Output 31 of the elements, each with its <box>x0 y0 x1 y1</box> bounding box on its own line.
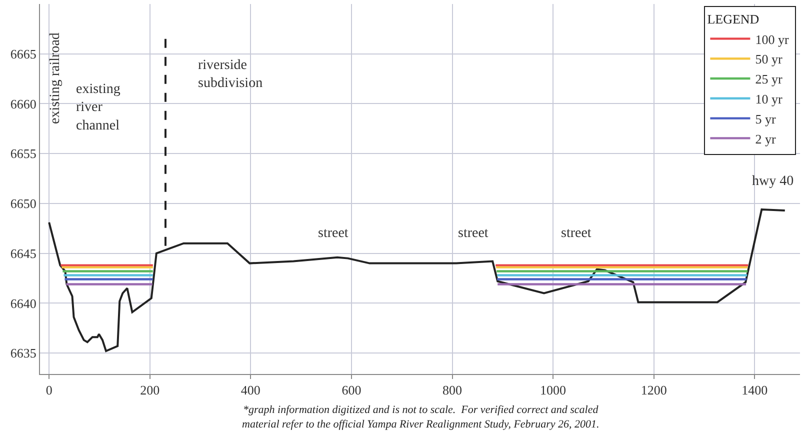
annotation: street <box>561 226 592 241</box>
x-tick-label: 1200 <box>640 382 667 398</box>
annotation: existing river channel <box>76 82 120 134</box>
y-tick-label: 6660 <box>10 96 36 112</box>
y-tick-label: 6640 <box>10 296 36 311</box>
legend-label: 50 yr <box>755 52 783 67</box>
y-tick-label: 6635 <box>10 346 36 361</box>
annotation: riverside subdivision <box>198 58 263 92</box>
legend-title: LEGEND <box>707 12 760 27</box>
x-tick-label: 600 <box>342 382 362 398</box>
legend-label: 25 yr <box>755 72 783 87</box>
legend-label: 10 yr <box>755 91 783 106</box>
y-tick-label: 6645 <box>10 246 36 261</box>
annotation: street <box>318 226 348 241</box>
legend-label: 2 yr <box>755 131 776 146</box>
y-tick-label: 6650 <box>10 196 36 212</box>
x-tick-label: 0 <box>46 382 52 398</box>
x-tick-label: 1000 <box>540 382 566 398</box>
legend-label: 5 yr <box>755 111 776 126</box>
legend-label: 100 yr <box>755 32 790 47</box>
annotation: street <box>458 226 488 241</box>
x-tick-label: 1400 <box>742 382 768 398</box>
annotation: hwy 40 <box>752 174 794 189</box>
x-tick-label: 200 <box>140 382 160 398</box>
y-tick-label: 6665 <box>10 46 36 62</box>
annotation: existing railroad <box>48 32 63 124</box>
line-series <box>48 208 786 352</box>
x-tick-label: 800 <box>442 382 462 398</box>
y-tick-label: 6655 <box>10 146 36 162</box>
x-tick-label: 400 <box>240 382 260 398</box>
text: *graph information digitized and is not to scale. For verified correct and scaled material refer to the official Yampa River Realignment Study, February 26, 2001. <box>242 404 600 430</box>
